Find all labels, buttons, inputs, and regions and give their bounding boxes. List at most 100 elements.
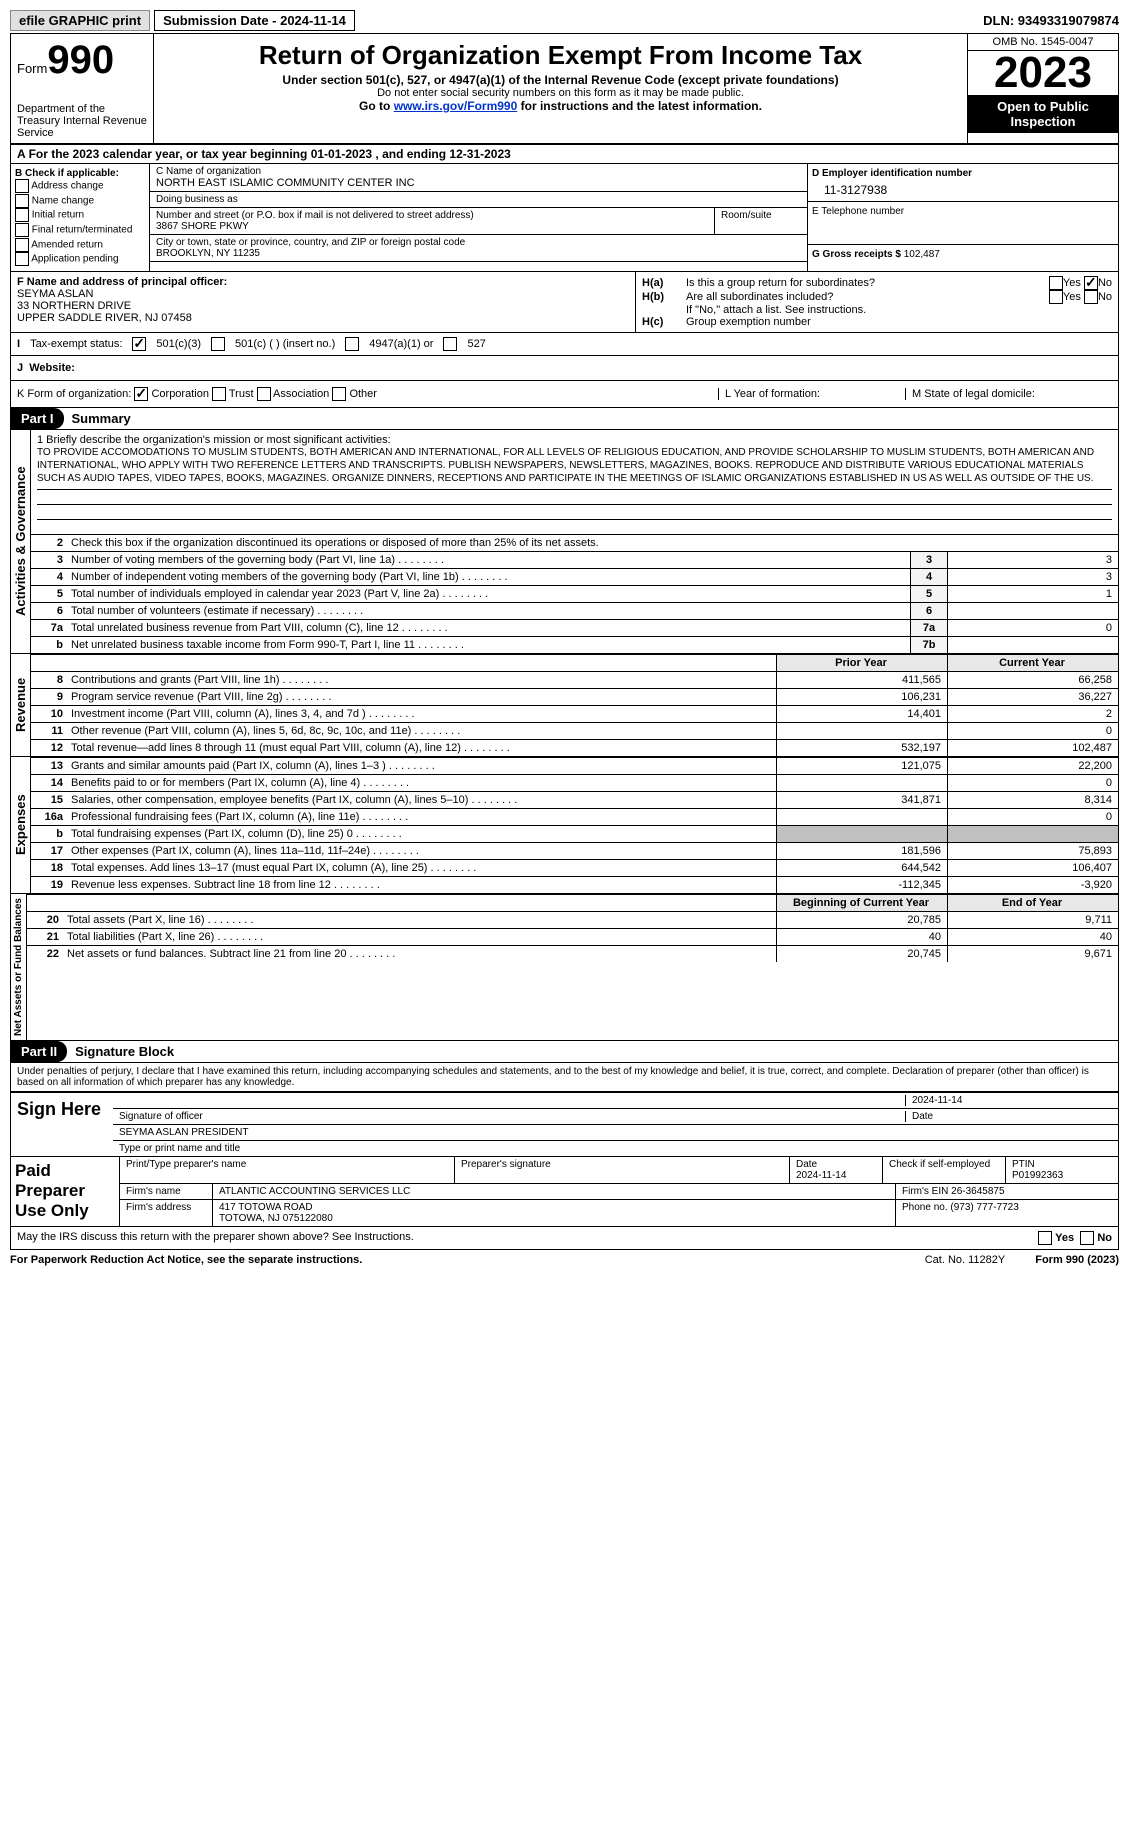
officer-h-row: F Name and address of principal officer:… bbox=[10, 272, 1119, 333]
top-toolbar: efile GRAPHIC print Submission Date - 20… bbox=[10, 10, 1119, 31]
l-year: L Year of formation: bbox=[718, 388, 905, 400]
firm-addr2: TOTOWA, NJ 075122080 bbox=[219, 1213, 333, 1224]
gross-block: G Gross receipts $ 102,487 bbox=[808, 245, 1118, 264]
perjury-text: Under penalties of perjury, I declare th… bbox=[11, 1063, 1118, 1091]
col-b: B Check if applicable: Address change Na… bbox=[11, 164, 150, 271]
sign-here-label: Sign Here bbox=[11, 1093, 113, 1156]
tab-governance: Activities & Governance bbox=[11, 430, 31, 653]
j-label: Website: bbox=[29, 362, 75, 374]
b-opt-pending[interactable]: Application pending bbox=[15, 252, 145, 267]
col-right: D Employer identification number 11-3127… bbox=[807, 164, 1118, 271]
discuss-yes-cb[interactable] bbox=[1038, 1231, 1052, 1245]
row-a-calendar: A For the 2023 calendar year, or tax yea… bbox=[10, 145, 1119, 164]
room-label: Room/suite bbox=[721, 210, 801, 221]
table-row: 6Total number of volunteers (estimate if… bbox=[31, 602, 1118, 619]
cb-4947[interactable] bbox=[345, 337, 359, 351]
dba-block: Doing business as bbox=[150, 192, 807, 208]
ssn-note: Do not enter social security numbers on … bbox=[160, 87, 961, 99]
b-opt-final[interactable]: Final return/terminated bbox=[15, 223, 145, 238]
cb-other[interactable] bbox=[332, 387, 346, 401]
table-row: 12Total revenue—add lines 8 through 11 (… bbox=[31, 739, 1118, 756]
i-o2: 501(c) ( ) (insert no.) bbox=[235, 338, 335, 350]
firm-addr1: 417 TOTOWA ROAD bbox=[219, 1202, 313, 1213]
hb-yes: Yes bbox=[1063, 291, 1081, 303]
exp-section: Expenses 13Grants and similar amounts pa… bbox=[10, 757, 1119, 894]
table-row: bNet unrelated business taxable income f… bbox=[31, 636, 1118, 653]
rev-table: Prior YearCurrent Year 8Contributions an… bbox=[31, 654, 1118, 756]
tel-label: E Telephone number bbox=[812, 206, 904, 217]
part2-header: Part II Signature Block bbox=[10, 1041, 1119, 1063]
table-row: 7aTotal unrelated business revenue from … bbox=[31, 619, 1118, 636]
under-section: Under section 501(c), 527, or 4947(a)(1)… bbox=[160, 73, 961, 87]
firm-ein: 26-3645875 bbox=[951, 1186, 1004, 1197]
table-row: bTotal fundraising expenses (Part IX, co… bbox=[31, 825, 1118, 842]
phone: (973) 777-7723 bbox=[950, 1202, 1018, 1213]
form-header-right: OMB No. 1545-0047 2023 Open to Public In… bbox=[967, 34, 1118, 143]
table-row: 11Other revenue (Part VIII, column (A), … bbox=[31, 722, 1118, 739]
cal-begin: 01-01-2023 bbox=[311, 147, 372, 161]
cb-assoc[interactable] bbox=[257, 387, 271, 401]
form-header: Form990 Department of the Treasury Inter… bbox=[10, 33, 1119, 145]
col-c: C Name of organization NORTH EAST ISLAMI… bbox=[150, 164, 807, 271]
table-row: 10Investment income (Part VIII, column (… bbox=[31, 705, 1118, 722]
table-row: 16aProfessional fundraising fees (Part I… bbox=[31, 808, 1118, 825]
discuss-text: May the IRS discuss this return with the… bbox=[17, 1231, 1038, 1245]
exp-table: 13Grants and similar amounts paid (Part … bbox=[31, 757, 1118, 893]
j-row: J Website: bbox=[10, 356, 1119, 381]
efile-print-button[interactable]: efile GRAPHIC print bbox=[10, 10, 150, 31]
gross-label: G Gross receipts $ bbox=[812, 249, 901, 260]
sig-date: 2024-11-14 bbox=[905, 1095, 1112, 1106]
principal-officer: F Name and address of principal officer:… bbox=[11, 272, 635, 332]
i-o1: 501(c)(3) bbox=[156, 338, 201, 350]
tax-year: 2023 bbox=[968, 51, 1118, 95]
table-row: 20Total assets (Part X, line 16)20,7859,… bbox=[27, 911, 1118, 928]
city-label: City or town, state or province, country… bbox=[156, 237, 801, 248]
prep-date-lab: Date bbox=[796, 1159, 817, 1170]
b-opt-name[interactable]: Name change bbox=[15, 194, 145, 209]
street-row: Number and street (or P.O. box if mail i… bbox=[150, 208, 807, 235]
firm-name: ATLANTIC ACCOUNTING SERVICES LLC bbox=[213, 1184, 896, 1199]
goto-post: for instructions and the latest informat… bbox=[517, 99, 762, 113]
h-note: If "No," attach a list. See instructions… bbox=[642, 304, 1112, 316]
prep-name-lab: Print/Type preparer's name bbox=[120, 1157, 455, 1183]
i-o3: 4947(a)(1) or bbox=[369, 338, 433, 350]
cb-501c[interactable] bbox=[211, 337, 225, 351]
hb-no: No bbox=[1098, 291, 1112, 303]
ptin: P01992363 bbox=[1012, 1170, 1063, 1181]
hdr-end: End of Year bbox=[948, 894, 1119, 911]
k-o2: Trust bbox=[229, 388, 254, 400]
mission-text: TO PROVIDE ACCOMODATIONS TO MUSLIM STUDE… bbox=[37, 446, 1112, 485]
tab-expenses: Expenses bbox=[11, 757, 31, 893]
table-row: 17Other expenses (Part IX, column (A), l… bbox=[31, 842, 1118, 859]
org-name-label: C Name of organization bbox=[156, 166, 801, 177]
gov-section: Activities & Governance 1 Briefly descri… bbox=[10, 430, 1119, 654]
line2: Check this box if the organization disco… bbox=[67, 534, 1118, 551]
discuss-no-cb[interactable] bbox=[1080, 1231, 1094, 1245]
cb-527[interactable] bbox=[443, 337, 457, 351]
part1-header: Part I Summary bbox=[10, 408, 1119, 430]
cb-trust[interactable] bbox=[212, 387, 226, 401]
hc-text: Group exemption number bbox=[686, 316, 811, 328]
cb-501c3[interactable] bbox=[132, 337, 146, 351]
cal-end: 12-31-2023 bbox=[449, 147, 510, 161]
cal-mid: , and ending bbox=[372, 147, 449, 161]
b-opt-amended[interactable]: Amended return bbox=[15, 238, 145, 253]
signature-block: Under penalties of perjury, I declare th… bbox=[10, 1063, 1119, 1227]
form-header-center: Return of Organization Exempt From Incom… bbox=[154, 34, 967, 143]
prep-sig-lab: Preparer's signature bbox=[455, 1157, 790, 1183]
bal-section: Net Assets or Fund Balances Beginning of… bbox=[10, 894, 1119, 1041]
b-opt-address[interactable]: Address change bbox=[15, 179, 145, 194]
b-opt-initial[interactable]: Initial return bbox=[15, 208, 145, 223]
discuss-no: No bbox=[1097, 1232, 1112, 1244]
street: 3867 SHORE PKWY bbox=[156, 221, 708, 232]
firm-ein-lab: Firm's EIN bbox=[902, 1186, 948, 1197]
cb-corp[interactable] bbox=[134, 387, 148, 401]
firm-name-lab: Firm's name bbox=[120, 1184, 213, 1199]
part1-name: Summary bbox=[64, 411, 131, 426]
hdr-begin: Beginning of Current Year bbox=[777, 894, 948, 911]
irs-link[interactable]: www.irs.gov/Form990 bbox=[394, 99, 518, 113]
city: BROOKLYN, NY 11235 bbox=[156, 248, 801, 259]
form-word: Form bbox=[17, 61, 47, 76]
officer-label: F Name and address of principal officer: bbox=[17, 276, 227, 288]
street-label: Number and street (or P.O. box if mail i… bbox=[156, 210, 708, 221]
